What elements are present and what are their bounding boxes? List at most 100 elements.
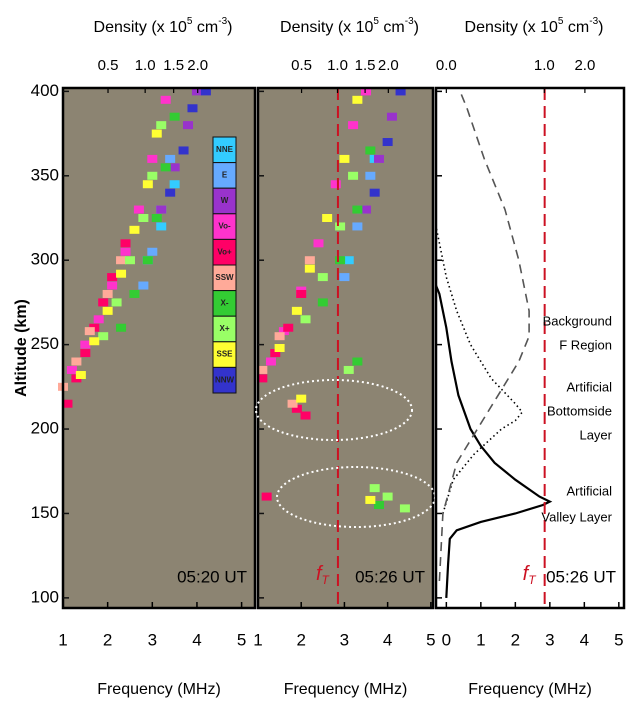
echo-point <box>348 171 359 180</box>
layer-annotation: Artificial <box>566 379 612 394</box>
y-tick-label: 250 <box>31 334 59 353</box>
echo-point <box>138 281 149 290</box>
echo-point <box>178 146 189 155</box>
x2-title-text: ) <box>414 19 419 36</box>
echo-point <box>116 323 127 332</box>
echo-point <box>382 138 393 147</box>
legend-label: SSW <box>215 273 234 282</box>
profile-line <box>438 91 530 582</box>
echo-point <box>160 95 171 104</box>
echo-point <box>257 374 268 383</box>
echo-point <box>274 344 285 352</box>
echo-point <box>151 214 162 222</box>
echo-point <box>335 256 346 265</box>
profile-line <box>434 285 553 598</box>
x2-title-superscript: -3 <box>589 16 598 27</box>
echo-point <box>257 365 268 374</box>
echo-point <box>156 222 167 231</box>
x-tick-label: 3 <box>148 630 157 649</box>
legend-label: Vo- <box>218 222 231 231</box>
echo-point <box>330 180 341 189</box>
echo-point <box>156 121 167 130</box>
echo-point <box>352 222 363 231</box>
echo-point <box>261 492 272 501</box>
echo-point <box>296 289 307 298</box>
echo-point <box>373 154 384 163</box>
echo-point <box>124 256 135 265</box>
echo-point <box>300 411 311 420</box>
x2-title-superscript: 5 <box>187 16 193 27</box>
x2-title-text: Density (x 10 <box>465 19 558 36</box>
echo-point <box>142 180 153 189</box>
echo-point <box>160 163 171 172</box>
x-tick-label: 2 <box>296 630 305 649</box>
x2-title-superscript: 5 <box>373 16 379 27</box>
time-label: 05:20 UT <box>177 567 247 586</box>
echo-point <box>291 404 302 413</box>
threshold-label-main: f <box>316 563 324 585</box>
y-tick-label: 350 <box>31 165 59 184</box>
echo-point <box>89 337 100 346</box>
x-tick-label: 1 <box>476 630 485 649</box>
x-tick-label: 5 <box>426 630 435 649</box>
echo-point <box>296 394 307 403</box>
x2-tick-label: 1.0 <box>327 57 348 74</box>
x2-tick-label: 1.0 <box>135 57 156 74</box>
x2-tick-label: 2.0 <box>378 57 399 74</box>
echo-point <box>352 95 363 104</box>
threshold-label-sub: T <box>528 573 537 587</box>
time-label: 05:26 UT <box>355 567 425 586</box>
echo-point <box>291 306 302 315</box>
x2-tick-label: 1.0 <box>534 57 555 74</box>
legend-swatch <box>212 366 237 394</box>
plot-frame <box>256 86 435 610</box>
x2-title-text: cm <box>563 19 589 36</box>
echo-point <box>304 256 315 265</box>
echo-point <box>313 239 324 248</box>
echo-point <box>129 225 140 234</box>
echo-point <box>98 332 109 341</box>
x2-tick-label: 0.0 <box>436 57 457 74</box>
echo-point <box>352 205 363 214</box>
echo-point <box>348 121 359 130</box>
echo-point <box>71 357 82 366</box>
echo-point <box>339 154 350 163</box>
legend-label: NNE <box>216 145 234 154</box>
echo-point <box>352 357 363 366</box>
layer-annotation: Background <box>543 313 612 328</box>
echo-point <box>386 112 397 121</box>
legend-label: Vo+ <box>217 247 232 256</box>
x2-tick-label: 1.5 <box>355 57 376 74</box>
x-tick-label: 3 <box>545 630 554 649</box>
echo-point <box>283 323 294 332</box>
echo-point <box>399 504 410 513</box>
echo-point <box>339 273 350 282</box>
layer-annotation: Artificial <box>566 483 612 498</box>
legend-label: NNW <box>215 375 235 384</box>
echo-point <box>107 273 118 282</box>
y-tick-label: 400 <box>31 81 59 100</box>
echo-point <box>270 349 281 358</box>
echo-point <box>116 256 127 265</box>
echo-point <box>93 315 104 324</box>
highlight-oval <box>255 379 413 441</box>
echo-point <box>142 256 153 265</box>
echo-point <box>304 264 315 273</box>
echo-point <box>365 495 376 504</box>
x2-title-superscript: -3 <box>405 16 414 27</box>
x2-title-superscript: -3 <box>218 16 227 27</box>
x2-title-text: cm <box>192 19 218 36</box>
y-tick-label: 150 <box>31 503 59 522</box>
echo-point <box>187 104 198 113</box>
echo-point <box>395 87 406 96</box>
panel: fT 0 1 2 3 4 5 Frequency (MHz) 0.0 1.0 2.0 Density … <box>434 16 626 698</box>
x2-title-text: ) <box>227 19 232 36</box>
echo-point <box>365 146 376 155</box>
echo-point <box>369 188 380 197</box>
x2-tick-label: 1.5 <box>163 57 184 74</box>
echo-point <box>183 121 194 130</box>
echo-point <box>287 399 298 408</box>
echo-point <box>274 332 285 341</box>
x-tick-label: 0 <box>442 630 451 649</box>
